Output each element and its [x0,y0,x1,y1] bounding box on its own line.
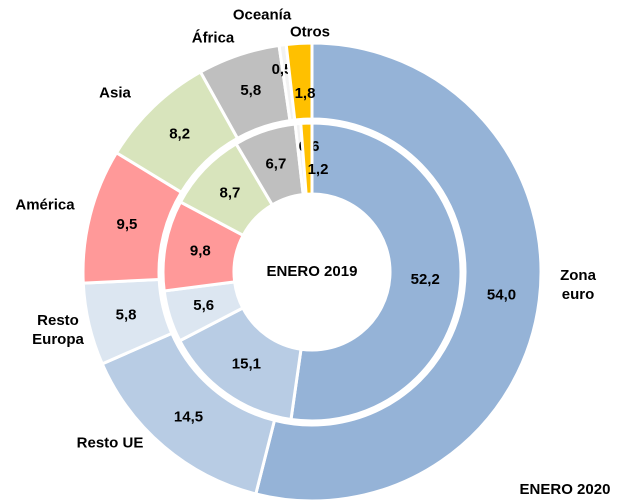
donut-slice [299,121,314,196]
donut-slice [253,41,543,503]
category-label: Resto Europa [32,312,84,348]
value-label: 5,8 [116,307,137,324]
series-name: ENERO 2019 [267,263,358,280]
value-label: 6,7 [265,155,286,172]
value-label: 8,2 [169,125,190,142]
category-label: Zona euro [560,267,596,303]
value-label: 9,8 [190,243,211,260]
category-label: América [15,196,75,214]
value-label: 1,2 [308,161,329,178]
value-label: 5,8 [240,82,261,99]
value-label: 54,0 [487,287,516,304]
value-label: 15,1 [232,356,261,373]
donut-slice [289,121,463,423]
value-label: 9,5 [116,216,137,233]
category-label: Asia [99,84,131,102]
category-label: Resto UE [76,434,144,452]
category-label: Oceanía [232,6,292,24]
value-label: 14,5 [174,409,203,426]
value-label: 8,7 [220,185,241,202]
category-label: Otros [289,23,330,41]
value-label: 52,2 [411,271,440,288]
value-label: 5,6 [193,297,214,314]
series-name: ENERO 2020 [520,481,611,498]
category-label: África [191,29,235,47]
donut-slice [284,41,314,122]
value-label: 1,8 [295,85,316,102]
